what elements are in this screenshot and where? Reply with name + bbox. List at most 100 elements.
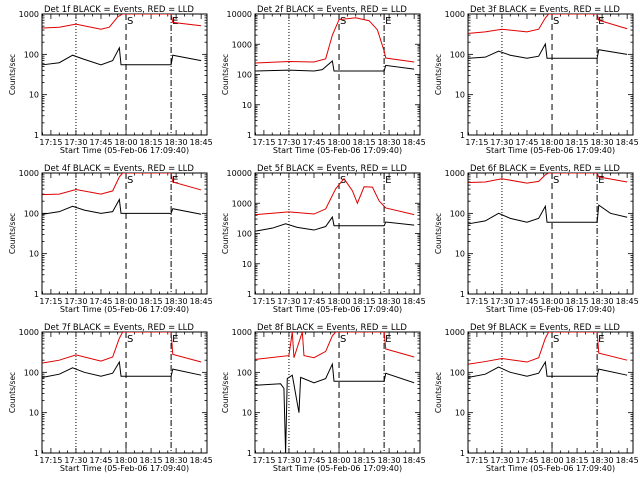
y-tick-label: 100	[24, 50, 39, 59]
plot-frame	[41, 13, 208, 136]
y-tick-label: 10	[455, 250, 465, 259]
x-axis-label: Start Time (05-Feb-06 17:09:40)	[273, 305, 402, 314]
series-line-black	[468, 360, 628, 378]
y-tick-label: 1	[34, 131, 39, 140]
x-tick-label: 17:15	[465, 138, 488, 147]
y-tick-label: 100	[237, 230, 252, 239]
time-marker-label: E	[172, 175, 178, 186]
time-marker-label: S	[127, 334, 133, 345]
x-tick-label: 17:45	[515, 297, 538, 306]
x-tick-label: 18:30	[165, 138, 188, 147]
y-tick-label: 100	[24, 209, 39, 218]
x-tick-label: 17:45	[89, 297, 112, 306]
plot-frame	[41, 331, 208, 454]
x-tick-label: 18:00	[114, 297, 137, 306]
series-line-black	[42, 197, 202, 215]
y-tick-label: 1000	[19, 169, 39, 178]
x-tick-label: 17:15	[252, 297, 275, 306]
x-tick-label: 18:15	[140, 297, 163, 306]
y-axis-label: Counts/sec	[8, 213, 17, 254]
detector-panel-4: Det 4f BLACK = Events, RED = LLD 1 10 100 10…	[8, 164, 213, 314]
panel-title: Det 6f BLACK = Events, RED = LLD	[470, 164, 620, 174]
series-line-black	[42, 360, 202, 378]
series-line-red	[468, 173, 628, 184]
y-tick-label: 1000	[445, 10, 465, 19]
x-tick-label: 18:00	[540, 456, 563, 465]
time-marker-label: E	[385, 334, 391, 345]
detector-panel-5: Det 5f BLACK = Events, RED = LLD 1 10 100 10…	[221, 164, 426, 314]
y-axis-label: Counts/sec	[221, 54, 230, 95]
y-tick-label: 1	[247, 131, 252, 140]
time-marker-label: S	[127, 175, 133, 186]
detector-panel-7: Det 7f BLACK = Events, RED = LLD 1 10 100 10…	[8, 323, 213, 473]
x-tick-label: 17:45	[302, 297, 325, 306]
x-axis-label: Start Time (05-Feb-06 17:09:40)	[273, 146, 402, 155]
x-tick-label: 18:45	[190, 297, 213, 306]
x-tick-label: 18:15	[566, 456, 589, 465]
plot-frame	[467, 331, 634, 454]
x-tick-label: 18:00	[114, 456, 137, 465]
x-tick-label: 18:45	[403, 456, 426, 465]
y-axis-label: Counts/sec	[221, 372, 230, 413]
y-tick-label: 1000	[19, 328, 39, 337]
y-tick-label: 100	[450, 50, 465, 59]
x-tick-label: 17:30	[490, 138, 513, 147]
panel-title: Det 9f BLACK = Events, RED = LLD	[470, 323, 620, 333]
x-tick-label: 18:30	[165, 297, 188, 306]
x-axis-label: Start Time (05-Feb-06 17:09:40)	[60, 146, 189, 155]
y-tick-label: 10000	[227, 169, 252, 178]
x-tick-label: 18:00	[540, 297, 563, 306]
panel-title: Det 1f BLACK = Events, RED = LLD	[44, 5, 194, 15]
x-tick-label: 18:00	[327, 456, 350, 465]
y-tick-label: 1000	[445, 169, 465, 178]
x-tick-label: 17:45	[89, 138, 112, 147]
y-axis-label: Counts/sec	[8, 372, 17, 413]
x-tick-label: 17:15	[252, 138, 275, 147]
plot-frame	[254, 172, 421, 295]
x-tick-label: 18:30	[165, 456, 188, 465]
time-marker-label: S	[127, 16, 133, 27]
x-tick-label: 18:45	[403, 297, 426, 306]
time-marker-label: E	[385, 175, 391, 186]
series-line-red	[42, 332, 202, 364]
x-tick-label: 18:30	[591, 456, 614, 465]
time-marker-label: E	[385, 16, 391, 27]
panel-title: Det 3f BLACK = Events, RED = LLD	[470, 5, 620, 15]
detector-panel-9: Det 9f BLACK = Events, RED = LLD 1 10 100 10…	[434, 323, 639, 473]
x-tick-label: 17:45	[515, 456, 538, 465]
time-marker-label: E	[598, 175, 604, 186]
y-tick-label: 100	[450, 209, 465, 218]
y-axis-label: Counts/sec	[221, 213, 230, 254]
detector-panel-8: Det 8f BLACK = Events, RED = LLD 1 10 100 10…	[221, 323, 426, 473]
y-tick-label: 10	[455, 409, 465, 418]
x-tick-label: 17:30	[64, 138, 87, 147]
plot-frame	[467, 172, 634, 295]
x-tick-label: 18:45	[616, 456, 639, 465]
x-tick-label: 17:30	[277, 297, 300, 306]
y-tick-label: 10	[29, 250, 39, 259]
time-marker-label: E	[172, 334, 178, 345]
x-tick-label: 18:45	[403, 138, 426, 147]
x-tick-label: 17:30	[64, 456, 87, 465]
x-tick-label: 18:45	[190, 456, 213, 465]
x-tick-label: 18:15	[566, 297, 589, 306]
y-tick-label: 100	[450, 368, 465, 377]
x-tick-label: 18:30	[378, 456, 401, 465]
x-tick-label: 18:45	[616, 138, 639, 147]
y-tick-label: 10	[29, 91, 39, 100]
x-tick-label: 17:30	[490, 297, 513, 306]
x-tick-label: 18:00	[327, 138, 350, 147]
y-tick-label: 1	[247, 449, 252, 458]
x-tick-label: 18:45	[190, 138, 213, 147]
time-marker-label: S	[553, 16, 559, 27]
plot-frame	[254, 13, 421, 136]
series-line-black	[255, 215, 415, 232]
detector-panel-3: Det 3f BLACK = Events, RED = LLD 1 10 100 10…	[434, 5, 639, 155]
x-tick-label: 17:30	[490, 456, 513, 465]
x-tick-label: 18:15	[353, 297, 376, 306]
x-tick-label: 17:15	[39, 297, 62, 306]
time-marker-label: S	[340, 175, 346, 186]
x-tick-label: 18:15	[566, 138, 589, 147]
x-tick-label: 17:15	[465, 456, 488, 465]
panel-title: Det 2f BLACK = Events, RED = LLD	[257, 5, 407, 15]
